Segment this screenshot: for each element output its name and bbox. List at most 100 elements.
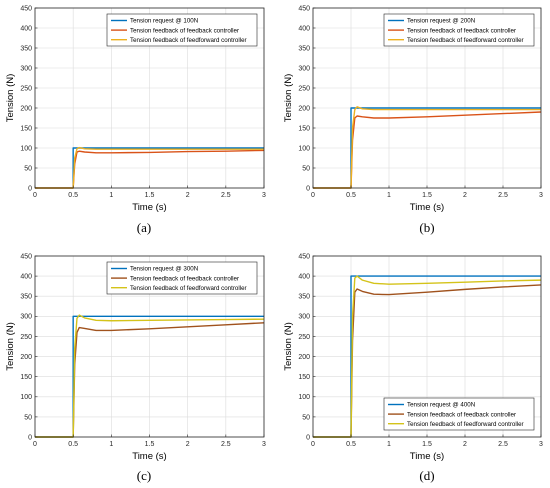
y-axis-label: Tension (N) bbox=[5, 322, 16, 371]
x-tick-label: 2 bbox=[463, 192, 467, 199]
x-tick-label: 2 bbox=[186, 192, 190, 199]
x-tick-label: 1.5 bbox=[422, 192, 432, 199]
chart-panel-4: 0 0.5 1 1.5 2 2.5 3 0 50 100 150 200 250 300 350 400 450… bbox=[283, 253, 543, 483]
x-axis-label: Time (s) bbox=[410, 451, 444, 462]
y-tick-label: 450 bbox=[298, 5, 310, 12]
legend: Tension request @ 400N Tension feedback o… bbox=[383, 397, 535, 431]
y-tick-label: 350 bbox=[298, 45, 310, 52]
x-tick-label: 0 bbox=[33, 441, 37, 448]
y-tick-label: 200 bbox=[298, 105, 310, 112]
x-tick-label: 0.5 bbox=[346, 441, 356, 448]
x-tick-label: 0 bbox=[33, 192, 37, 199]
legend-label: Tension feedback of feedforward controll… bbox=[130, 37, 247, 44]
y-tick-label: 0 bbox=[306, 185, 310, 192]
y-tick-label: 50 bbox=[302, 414, 310, 421]
y-tick-label: 0 bbox=[28, 434, 32, 441]
panel-caption: (d) bbox=[419, 468, 434, 483]
y-tick-label: 300 bbox=[298, 65, 310, 72]
series-line-3 bbox=[35, 146, 264, 189]
y-axis-label: Tension (N) bbox=[283, 322, 294, 371]
legend-box bbox=[106, 13, 258, 47]
x-tick-label: 2.5 bbox=[498, 441, 508, 448]
legend-label: Tension feedback of feedback controller bbox=[407, 27, 516, 34]
series-line-3 bbox=[313, 106, 541, 189]
x-tick-label: 1 bbox=[387, 192, 391, 199]
x-tick-label: 0.5 bbox=[346, 192, 356, 199]
x-tick-label: 2.5 bbox=[498, 192, 508, 199]
y-tick-label: 400 bbox=[298, 274, 310, 281]
x-tick-label: 1 bbox=[387, 441, 391, 448]
legend-label: Tension request @ 200N bbox=[407, 18, 475, 25]
y-tick-label: 400 bbox=[298, 25, 310, 32]
y-tick-label: 300 bbox=[298, 314, 310, 321]
y-tick-label: 250 bbox=[20, 85, 32, 92]
x-tick-label: 2 bbox=[463, 441, 467, 448]
legend-label: Tension feedback of feedforward controll… bbox=[407, 421, 524, 428]
panel-caption: (b) bbox=[419, 220, 434, 235]
legend: Tension request @ 200N Tension feedback o… bbox=[383, 13, 535, 47]
x-tick-label: 3 bbox=[262, 192, 266, 199]
legend-label: Tension feedback of feedforward controll… bbox=[407, 37, 524, 44]
series-line-3 bbox=[313, 275, 542, 438]
y-tick-label: 150 bbox=[20, 125, 32, 132]
legend: Tension request @ 100N Tension feedback o… bbox=[106, 13, 258, 47]
y-tick-label: 0 bbox=[306, 434, 310, 441]
x-tick-label: 2.5 bbox=[221, 441, 231, 448]
x-tick-label: 0.5 bbox=[68, 441, 78, 448]
y-tick-label: 100 bbox=[298, 145, 310, 152]
x-tick-label: 3 bbox=[539, 441, 543, 448]
x-tick-label: 3 bbox=[262, 441, 266, 448]
y-tick-label: 50 bbox=[24, 414, 32, 421]
y-tick-label: 50 bbox=[302, 165, 310, 172]
y-tick-label: 150 bbox=[298, 374, 310, 381]
legend-label: Tension request @ 400N bbox=[407, 402, 475, 409]
y-axis-label: Tension (N) bbox=[5, 74, 16, 123]
legend-label: Tension request @ 100N bbox=[130, 18, 198, 25]
y-tick-label: 0 bbox=[28, 185, 32, 192]
x-tick-label: 0 bbox=[311, 192, 315, 199]
y-tick-label: 100 bbox=[20, 145, 32, 152]
y-tick-label: 200 bbox=[20, 354, 32, 361]
y-tick-label: 400 bbox=[20, 274, 32, 281]
legend-label: Tension feedback of feedback controller bbox=[130, 27, 239, 34]
x-tick-label: 1 bbox=[109, 441, 113, 448]
y-tick-label: 350 bbox=[20, 45, 32, 52]
y-tick-label: 100 bbox=[298, 394, 310, 401]
legend-label: Tension feedback of feedback controller bbox=[130, 275, 239, 282]
x-tick-label: 1.5 bbox=[422, 441, 432, 448]
x-tick-label: 3 bbox=[539, 192, 543, 199]
y-tick-label: 150 bbox=[298, 125, 310, 132]
y-tick-label: 300 bbox=[20, 65, 32, 72]
y-axis-label: Tension (N) bbox=[283, 74, 294, 123]
x-tick-label: 0.5 bbox=[68, 192, 78, 199]
y-tick-label: 450 bbox=[298, 253, 310, 260]
legend-box bbox=[383, 397, 535, 431]
series-line-3 bbox=[35, 314, 265, 438]
x-tick-label: 1.5 bbox=[145, 441, 155, 448]
chart-panel-3: 0 0.5 1 1.5 2 2.5 3 0 50 100 150 200 250 300 350 400 450… bbox=[5, 253, 266, 483]
x-axis-label: Time (s) bbox=[410, 202, 444, 213]
x-tick-label: 1.5 bbox=[145, 192, 155, 199]
y-tick-label: 400 bbox=[20, 25, 32, 32]
y-tick-label: 200 bbox=[20, 105, 32, 112]
x-tick-label: 2 bbox=[186, 441, 190, 448]
legend-label: Tension feedback of feedforward controll… bbox=[130, 285, 247, 292]
legend-label: Tension feedback of feedback controller bbox=[407, 411, 516, 418]
y-tick-label: 250 bbox=[298, 334, 310, 341]
chart-panel-2: 0 0.5 1 1.5 2 2.5 3 0 50 100 150 200 250 300 350 400 450… bbox=[283, 5, 543, 235]
legend-box bbox=[383, 13, 535, 47]
y-tick-label: 100 bbox=[20, 394, 32, 401]
y-tick-label: 250 bbox=[298, 85, 310, 92]
y-tick-label: 150 bbox=[20, 374, 32, 381]
x-axis-label: Time (s) bbox=[132, 202, 166, 213]
y-tick-label: 450 bbox=[20, 5, 32, 12]
x-axis-label: Time (s) bbox=[132, 451, 166, 462]
x-tick-label: 0 bbox=[311, 441, 315, 448]
legend-box bbox=[106, 261, 258, 295]
y-tick-label: 250 bbox=[20, 334, 32, 341]
panel-caption: (a) bbox=[137, 220, 151, 235]
y-tick-label: 350 bbox=[20, 294, 32, 301]
x-tick-label: 2.5 bbox=[221, 192, 231, 199]
chart-panel-1: 0 0.5 1 1.5 2 2.5 3 0 50 100 150 200 250 300 350 400 450… bbox=[5, 5, 266, 235]
